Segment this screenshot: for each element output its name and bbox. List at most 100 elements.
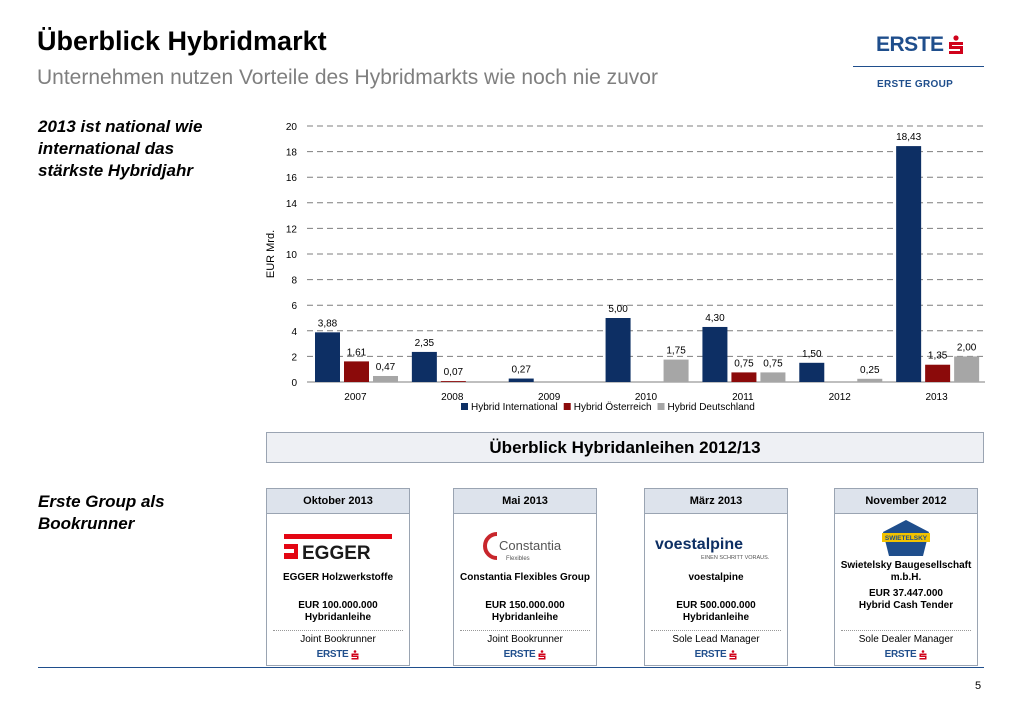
side-statement-top: 2013 ist national wie international das …: [38, 117, 203, 180]
page-title: Überblick Hybridmarkt: [37, 26, 327, 56]
data-label: 2,35: [415, 338, 435, 349]
y-tick-label: 18: [286, 148, 298, 159]
deal-amount-value: EUR 100.000.000: [298, 600, 378, 611]
deal-role: Sole Dealer Manager: [841, 630, 971, 647]
deal-type: Hybridanleihe: [304, 612, 372, 623]
bar: [799, 362, 825, 382]
swietelsky-logo: SWIETELSKY: [835, 518, 977, 558]
sparkasse-s-icon: [351, 649, 359, 659]
data-label: 3,88: [318, 318, 338, 329]
erste-logo-word: ERSTE: [876, 33, 944, 56]
data-label: 0,07: [444, 367, 464, 378]
constantia-logo-icon: Constantia Flexibles: [483, 532, 562, 562]
x-tick-label: 2010: [635, 392, 658, 403]
deal-company: Constantia Flexibles Group: [459, 572, 591, 583]
data-label: 1,35: [928, 351, 948, 362]
hybrid-market-chart: 0 2 4 6 8 10 12 14 16 18 20 EUR Mrd. 3,88 1,61 0,47 200…: [265, 122, 985, 413]
svg-text:Constantia: Constantia: [499, 538, 562, 553]
x-tick-label: 2009: [538, 392, 561, 403]
deal-company: EGGER Holzwerkstoffe: [282, 572, 394, 583]
bar: [411, 351, 437, 382]
x-tick-label: 2011: [732, 392, 754, 403]
svg-text:voestalpine: voestalpine: [655, 536, 743, 553]
erste-logo: ERSTE: [876, 33, 964, 57]
sparkasse-s-icon: [729, 649, 737, 659]
bar: [315, 332, 340, 382]
data-label: 1,75: [666, 346, 686, 357]
deal-role: Joint Bookrunner: [273, 630, 403, 647]
deal-amount-value: EUR 500.000.000: [676, 600, 756, 611]
bar: [857, 378, 883, 382]
sparkasse-s-icon: [948, 35, 963, 54]
bar: [925, 364, 951, 382]
egger-logo: EGGER: [267, 522, 409, 572]
data-label: 0,25: [860, 365, 880, 376]
y-tick-label: 8: [291, 276, 297, 287]
erste-mini-logo: ERSTE: [835, 649, 977, 660]
data-label: 4,30: [705, 313, 725, 324]
deal-amount: EUR 100.000.000 Hybridanleihe: [267, 600, 409, 624]
data-label: 0,75: [734, 358, 754, 369]
deal-date: November 2012: [835, 489, 977, 514]
data-label: 1,61: [347, 347, 367, 358]
svg-text:EGGER: EGGER: [302, 543, 371, 562]
deal-date: Mai 2013: [454, 489, 596, 514]
legend-label: Hybrid International: [471, 402, 558, 413]
deal-date: Oktober 2013: [267, 489, 409, 514]
erste-mini-word: ERSTE: [694, 649, 727, 660]
bar: [605, 318, 631, 382]
data-label: 1,50: [802, 349, 822, 360]
bar: [373, 375, 398, 382]
y-tick-label: 14: [286, 199, 298, 210]
bar: [760, 372, 786, 382]
erste-mini-word: ERSTE: [884, 649, 917, 660]
y-tick-label: 2: [291, 352, 297, 363]
bar: [896, 146, 922, 382]
deal-amount-value: EUR 150.000.000: [485, 600, 565, 611]
deal-type: Hybrid Cash Tender: [858, 600, 954, 611]
deal-type: Hybridanleihe: [682, 612, 750, 623]
page-number: 5: [975, 680, 982, 692]
deal-amount-value: EUR 37.447.000: [869, 588, 943, 599]
deal-company: voestalpine: [688, 572, 744, 583]
x-tick-label: 2008: [441, 392, 464, 403]
bar: [440, 381, 466, 382]
deal-card-constantia: Mai 2013 Constantia Flexibles Constantia…: [453, 488, 597, 666]
deal-amount: EUR 37.447.000 Hybrid Cash Tender: [835, 588, 977, 612]
deal-card-voestalpine: März 2013 voestalpine EINEN SCHRITT VORA…: [644, 488, 788, 666]
svg-text:Flexibles: Flexibles: [506, 556, 530, 562]
page-subtitle: Unternehmen nutzen Vorteile des Hybridma…: [37, 66, 658, 89]
section-banner: Überblick Hybridanleihen 2012/13: [266, 432, 984, 463]
constantia-logo: Constantia Flexibles: [454, 522, 596, 572]
voestalpine-logo: voestalpine EINEN SCHRITT VORAUS.: [645, 522, 787, 572]
data-label: 2,00: [957, 342, 977, 353]
y-tick-label: 6: [291, 301, 297, 312]
deal-company: Swietelsky Baugesellschaft m.b.H.: [840, 560, 972, 583]
deal-card-egger: Oktober 2013 EGGER EGGER Holzwerkstoffe …: [266, 488, 410, 666]
deal-date: März 2013: [645, 489, 787, 514]
y-tick-label: 16: [286, 173, 298, 184]
deal-amount: EUR 150.000.000 Hybridanleihe: [454, 600, 596, 624]
svg-text:SWIETELSKY: SWIETELSKY: [885, 535, 928, 542]
data-label: 5,00: [608, 304, 628, 315]
erste-group-label: ERSTE GROUP: [877, 79, 954, 90]
erste-mini-logo: ERSTE: [645, 649, 787, 660]
sparkasse-s-icon: [919, 649, 927, 659]
erste-mini-word: ERSTE: [316, 649, 349, 660]
bar: [702, 326, 728, 382]
data-label: 18,43: [896, 132, 921, 143]
deal-card-swietelsky: November 2012 SWIETELSKY Swietelsky Baug…: [834, 488, 978, 666]
voestalpine-logo-icon: voestalpine EINEN SCHRITT VORAUS.: [655, 536, 770, 561]
x-tick-label: 2013: [925, 392, 948, 403]
footer-divider: [38, 667, 984, 668]
egger-logo-icon: EGGER: [284, 534, 392, 562]
x-tick-label: 2012: [829, 392, 852, 403]
erste-mini-logo: ERSTE: [267, 649, 409, 660]
deal-role: Joint Bookrunner: [460, 630, 590, 647]
legend-swatch: [657, 403, 665, 410]
data-label: 0,27: [511, 365, 531, 376]
y-tick-label: 20: [286, 122, 298, 133]
logo-divider: [853, 66, 984, 67]
y-tick-label: 12: [286, 224, 298, 235]
bar: [663, 359, 689, 382]
